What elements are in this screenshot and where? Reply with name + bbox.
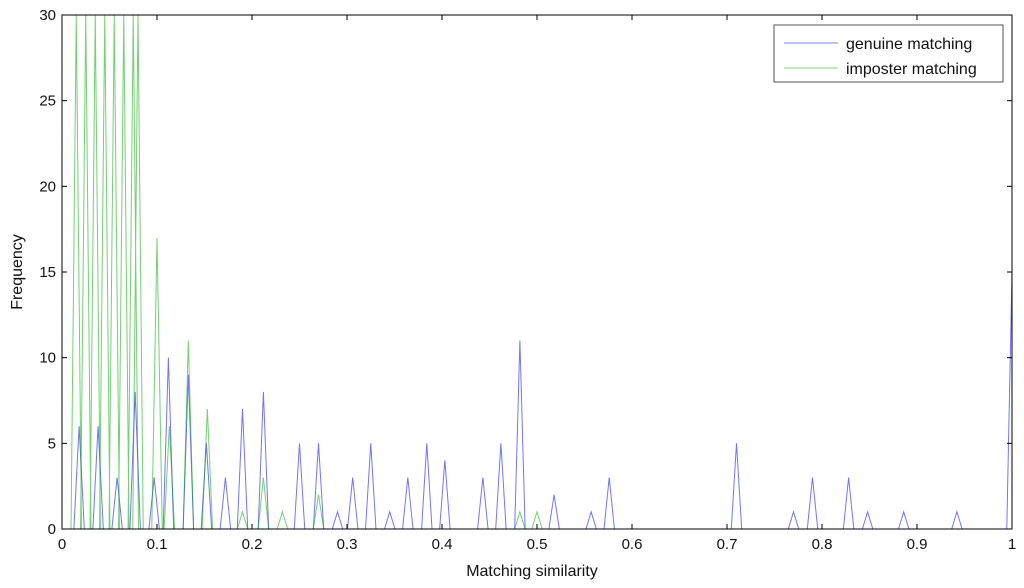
x-tick-label: 0.2 xyxy=(242,536,263,553)
x-tick-label: 0.3 xyxy=(337,536,358,553)
x-tick-label: 0.8 xyxy=(812,536,833,553)
y-tick-label: 15 xyxy=(39,264,56,281)
legend-label-imposter: imposter matching xyxy=(846,61,977,78)
x-tick-label: 0.4 xyxy=(432,536,453,553)
x-tick-label: 0.9 xyxy=(907,536,928,553)
y-tick-label: 20 xyxy=(39,178,56,195)
x-tick-label: 1 xyxy=(1008,536,1016,553)
legend-box xyxy=(773,24,1004,83)
x-tick-label: 0.6 xyxy=(622,536,643,553)
y-tick-label: 30 xyxy=(39,7,56,24)
y-tick-label: 25 xyxy=(39,93,56,110)
legend: genuine matching imposter matching xyxy=(773,24,1004,83)
tick-layer: 0 0.1 0.2 0.3 0.4 0.5 0.6 0.7 0.8 0.9 105101520253… xyxy=(39,7,1016,553)
x-tick-label: 0 xyxy=(58,536,66,553)
x-axis-label: Matching similarity xyxy=(466,563,598,580)
plot-area xyxy=(62,15,1012,529)
y-tick-label: 5 xyxy=(48,435,56,452)
legend-label-genuine: genuine matching xyxy=(846,36,972,53)
y-tick-label: 10 xyxy=(39,350,56,367)
x-tick-label: 0.1 xyxy=(147,536,168,553)
y-tick-label: 0 xyxy=(48,521,56,538)
x-tick-label: 0.7 xyxy=(717,536,738,553)
y-axis-label: Frequency xyxy=(9,234,26,310)
x-tick-label: 0.5 xyxy=(527,536,548,553)
